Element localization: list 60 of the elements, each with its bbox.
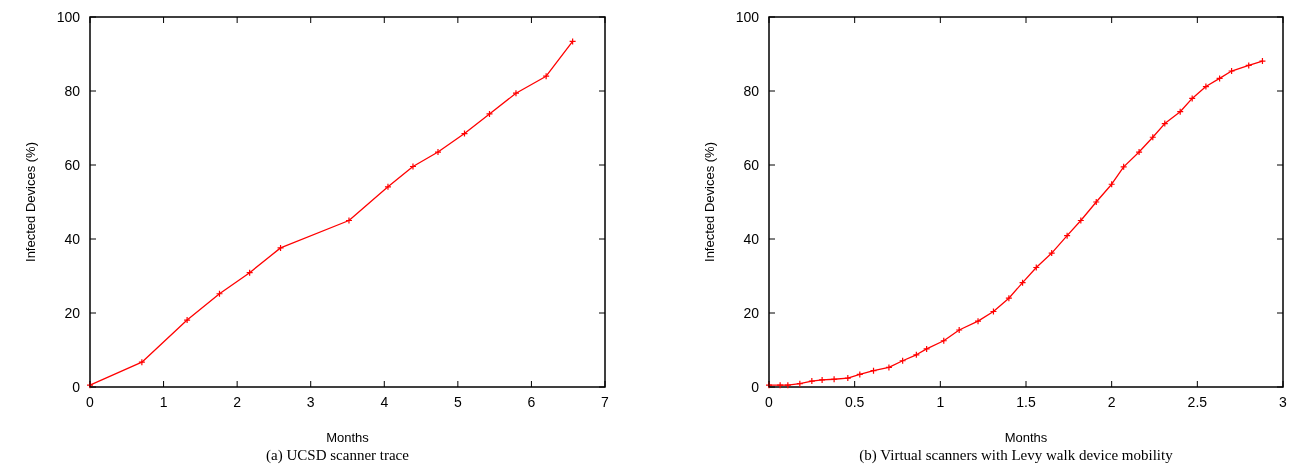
x-tick-label: 3 bbox=[1279, 394, 1288, 410]
x-axis-title: Months bbox=[326, 430, 370, 445]
x-axis-title: Months bbox=[1004, 430, 1048, 445]
y-tick-label: 20 bbox=[64, 305, 81, 321]
point bbox=[1120, 163, 1128, 171]
point bbox=[955, 326, 963, 334]
y-tick-label: 100 bbox=[56, 9, 81, 25]
y-tick-label: 20 bbox=[743, 305, 760, 321]
x-tick-label: 5 bbox=[453, 394, 462, 410]
x-tick-label: 6 bbox=[527, 394, 536, 410]
x-tick-label: 2.5 bbox=[1187, 394, 1208, 410]
point bbox=[1005, 294, 1013, 302]
text: (b) Virtual scanners with Levy walk device mobility bbox=[859, 447, 1174, 464]
point bbox=[1228, 67, 1236, 75]
point bbox=[776, 381, 784, 389]
point bbox=[276, 244, 285, 252]
point bbox=[384, 183, 392, 191]
point bbox=[512, 89, 520, 97]
y-tick-label: 0 bbox=[72, 379, 81, 395]
point bbox=[183, 316, 191, 324]
x-tick-label: 7 bbox=[601, 394, 610, 410]
y-tick-label: 40 bbox=[64, 231, 81, 247]
y-tick-label: 100 bbox=[735, 9, 760, 25]
x-tick-label: 0 bbox=[86, 394, 95, 410]
x-tick-label: 1 bbox=[159, 394, 168, 410]
x-tick-label: 0 bbox=[765, 394, 774, 410]
point bbox=[1048, 249, 1056, 257]
point bbox=[434, 148, 442, 156]
point bbox=[1092, 198, 1100, 206]
x-tick-label: 0.5 bbox=[844, 394, 865, 410]
point bbox=[808, 377, 816, 385]
point bbox=[409, 162, 417, 171]
y-tick-label: 60 bbox=[64, 157, 81, 173]
point bbox=[485, 110, 494, 118]
x-tick-label: 4 bbox=[380, 394, 389, 410]
text: (a) UCSD scanner trace bbox=[266, 447, 410, 464]
x-tick-label: 1 bbox=[936, 394, 945, 410]
point bbox=[844, 374, 852, 382]
x-tick-label: 1.5 bbox=[1016, 394, 1036, 410]
point bbox=[542, 72, 550, 80]
y-tick-label: 80 bbox=[743, 83, 760, 99]
point bbox=[1135, 148, 1143, 156]
x-tick-label: 2 bbox=[233, 394, 242, 410]
point bbox=[138, 358, 146, 366]
x-tick-label: 2 bbox=[1107, 394, 1116, 410]
y-tick-label: 40 bbox=[743, 231, 760, 247]
y-tick-label: 0 bbox=[751, 379, 760, 395]
point bbox=[830, 375, 838, 383]
point bbox=[974, 317, 982, 325]
point bbox=[1063, 232, 1071, 240]
y-axis-title: Infected Devices (%) bbox=[23, 142, 38, 262]
y-tick-label: 60 bbox=[743, 157, 760, 173]
point bbox=[923, 345, 931, 353]
y-tick-label: 80 bbox=[64, 83, 81, 99]
point bbox=[818, 376, 826, 384]
x-tick-label: 3 bbox=[306, 394, 315, 410]
point bbox=[1202, 82, 1210, 91]
point bbox=[345, 216, 353, 225]
y-axis-title: Infected Devices (%) bbox=[702, 142, 717, 262]
point bbox=[885, 363, 893, 371]
